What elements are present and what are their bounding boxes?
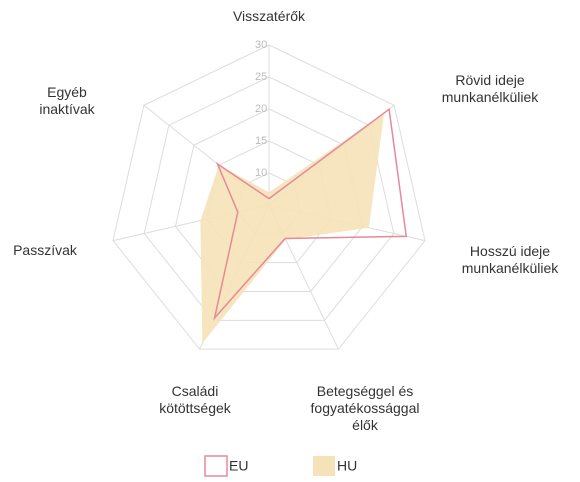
category-label: Passzívak [13,242,77,258]
legend-swatch [313,456,335,476]
legend-label: HU [337,458,357,474]
tick-label: 10 [255,167,267,179]
category-label: Visszatérők [232,8,306,24]
tick-label: 25 [255,71,267,83]
category-label: Családi kötöttségek [159,383,231,416]
grid-ring [112,44,426,350]
series-area [200,113,385,344]
category-label: Hosszú ideje munkanélküliek [461,243,559,276]
legend-swatch [204,455,228,477]
tick-label: 30 [255,39,267,51]
tick-label: 15 [255,135,267,147]
legend-label: EU [229,458,248,474]
series-area [213,107,408,321]
category-label: Egyéb inaktívak [39,84,95,117]
tick-label: 20 [255,103,267,115]
category-label: Betegséggel és fogyatékossággal élők [310,383,420,433]
category-label: Rövid ideje munkanélküliek [441,72,539,105]
